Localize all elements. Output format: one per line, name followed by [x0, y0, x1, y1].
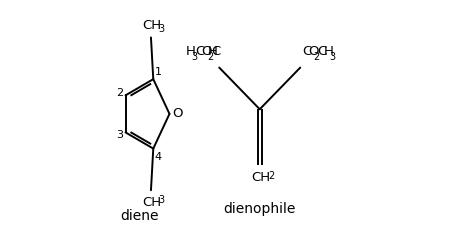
Text: dienophile: dienophile: [223, 202, 296, 216]
Text: C: C: [318, 45, 327, 58]
Text: 2: 2: [268, 171, 274, 181]
Text: O: O: [172, 107, 183, 120]
Text: diene: diene: [120, 209, 159, 223]
Text: 2: 2: [207, 52, 213, 63]
Text: C: C: [211, 45, 220, 58]
Text: CH: CH: [251, 171, 271, 184]
Text: O: O: [202, 45, 212, 58]
Text: 2: 2: [314, 52, 320, 63]
Text: 3: 3: [329, 52, 335, 63]
Text: H: H: [323, 45, 333, 58]
Text: 1: 1: [154, 67, 161, 77]
Text: 4: 4: [154, 152, 162, 162]
Text: C: C: [302, 45, 311, 58]
Text: H: H: [208, 45, 218, 58]
Text: 3: 3: [191, 52, 197, 63]
Text: 3: 3: [159, 195, 165, 205]
Text: 3: 3: [159, 24, 165, 34]
Text: O: O: [308, 45, 318, 58]
Text: CH: CH: [143, 19, 162, 32]
Text: 2: 2: [116, 88, 123, 98]
Text: H: H: [186, 45, 196, 58]
Text: C: C: [196, 45, 205, 58]
Text: CH: CH: [143, 196, 162, 209]
Text: 3: 3: [116, 130, 123, 140]
